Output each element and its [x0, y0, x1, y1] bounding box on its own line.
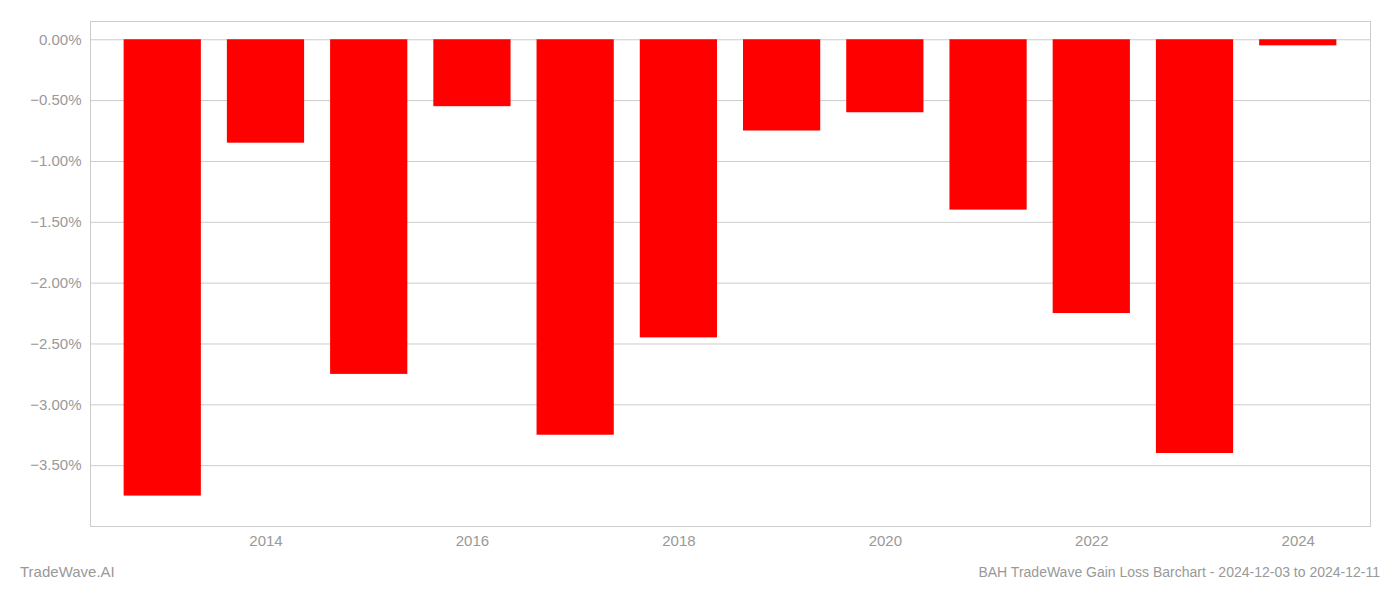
svg-text:−0.50%: −0.50% — [30, 91, 81, 108]
svg-text:−1.00%: −1.00% — [30, 152, 81, 169]
svg-text:−3.50%: −3.50% — [30, 456, 81, 473]
svg-text:2018: 2018 — [662, 532, 695, 549]
svg-text:2020: 2020 — [869, 532, 902, 549]
html-text:TradeWave.AI: TradeWave.AI — [20, 563, 115, 580]
svg-text:2016: 2016 — [456, 532, 489, 549]
svg-text:−3.00%: −3.00% — [30, 396, 81, 413]
html-text:BAH TradeWave Gain Loss Barcha: BAH TradeWave Gain Loss Barchart - 2024-… — [978, 564, 1380, 580]
svg-text:−2.00%: −2.00% — [30, 274, 81, 291]
svg-text:0.00%: 0.00% — [39, 31, 82, 48]
svg-text:2022: 2022 — [1075, 532, 1108, 549]
svg-text:2014: 2014 — [249, 532, 282, 549]
svg-text:−2.50%: −2.50% — [30, 335, 81, 352]
svg-text:−1.50%: −1.50% — [30, 213, 81, 230]
svg-text:2024: 2024 — [1282, 532, 1315, 549]
